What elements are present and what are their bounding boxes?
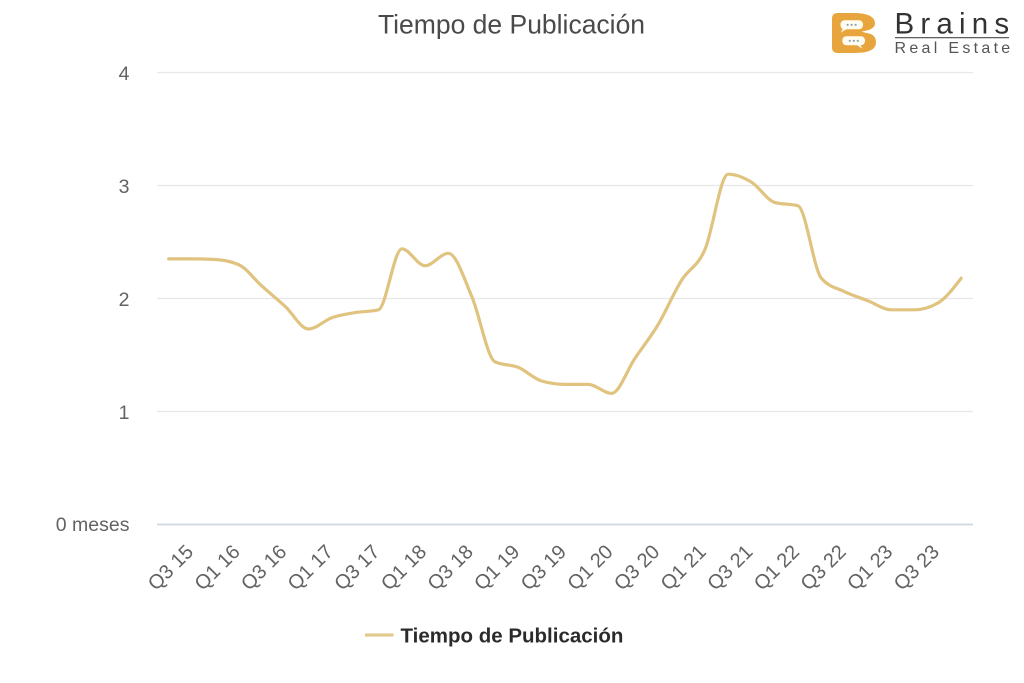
svg-text:Real Estate: Real Estate (895, 40, 1014, 57)
svg-text:Tiempo de Publicación: Tiempo de Publicación (378, 10, 645, 40)
svg-text:Brains: Brains (895, 8, 1016, 41)
svg-text:0 meses: 0 meses (56, 514, 130, 536)
svg-text:2: 2 (119, 289, 130, 311)
svg-text:Tiempo de Publicación: Tiempo de Publicación (401, 625, 624, 648)
svg-text:1: 1 (119, 402, 130, 424)
svg-text:4: 4 (119, 63, 130, 85)
svg-text:3: 3 (119, 176, 130, 198)
